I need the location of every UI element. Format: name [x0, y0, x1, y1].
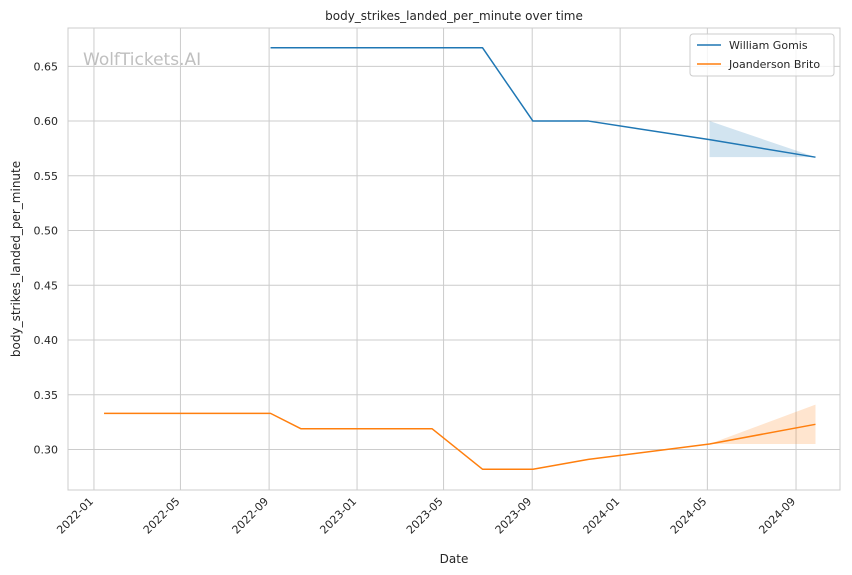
y-tick-label: 0.65 — [34, 60, 59, 73]
grid-lines — [68, 28, 840, 490]
y-tick-label: 0.30 — [34, 443, 59, 456]
legend: William Gomis Joanderson Brito — [689, 33, 835, 77]
plot-frame — [67, 27, 841, 491]
legend-label-joanderson-brito: Joanderson Brito — [728, 58, 820, 71]
y-tick-label: 0.35 — [34, 389, 59, 402]
y-tick-label: 0.55 — [34, 170, 59, 183]
legend-label-william-gomis: William Gomis — [729, 39, 808, 52]
series-line-william-gomis — [270, 46, 816, 158]
chart-title: body_strikes_landed_per_minute over time — [325, 9, 583, 23]
y-tick-label: 0.45 — [34, 279, 59, 292]
y-axis-title: body_strikes_landed_per_minute — [9, 161, 23, 357]
series-lines — [104, 46, 816, 470]
confidence-band-joanderson-brito — [709, 404, 816, 445]
confidence-bands — [709, 121, 816, 445]
y-tick-label: 0.50 — [34, 225, 59, 238]
legend-box — [689, 33, 835, 77]
x-axis-title: Date — [440, 552, 469, 566]
y-tick-label: 0.40 — [34, 334, 59, 347]
confidence-band-william-gomis — [709, 121, 816, 158]
plot-area — [68, 28, 840, 490]
watermark: WolfTickets.AI — [83, 50, 201, 70]
y-tick-label: 0.60 — [34, 115, 59, 128]
y-axis-ticks: 0.30 0.35 0.40 0.45 0.50 0.55 0.60 0.65 — [34, 60, 59, 456]
